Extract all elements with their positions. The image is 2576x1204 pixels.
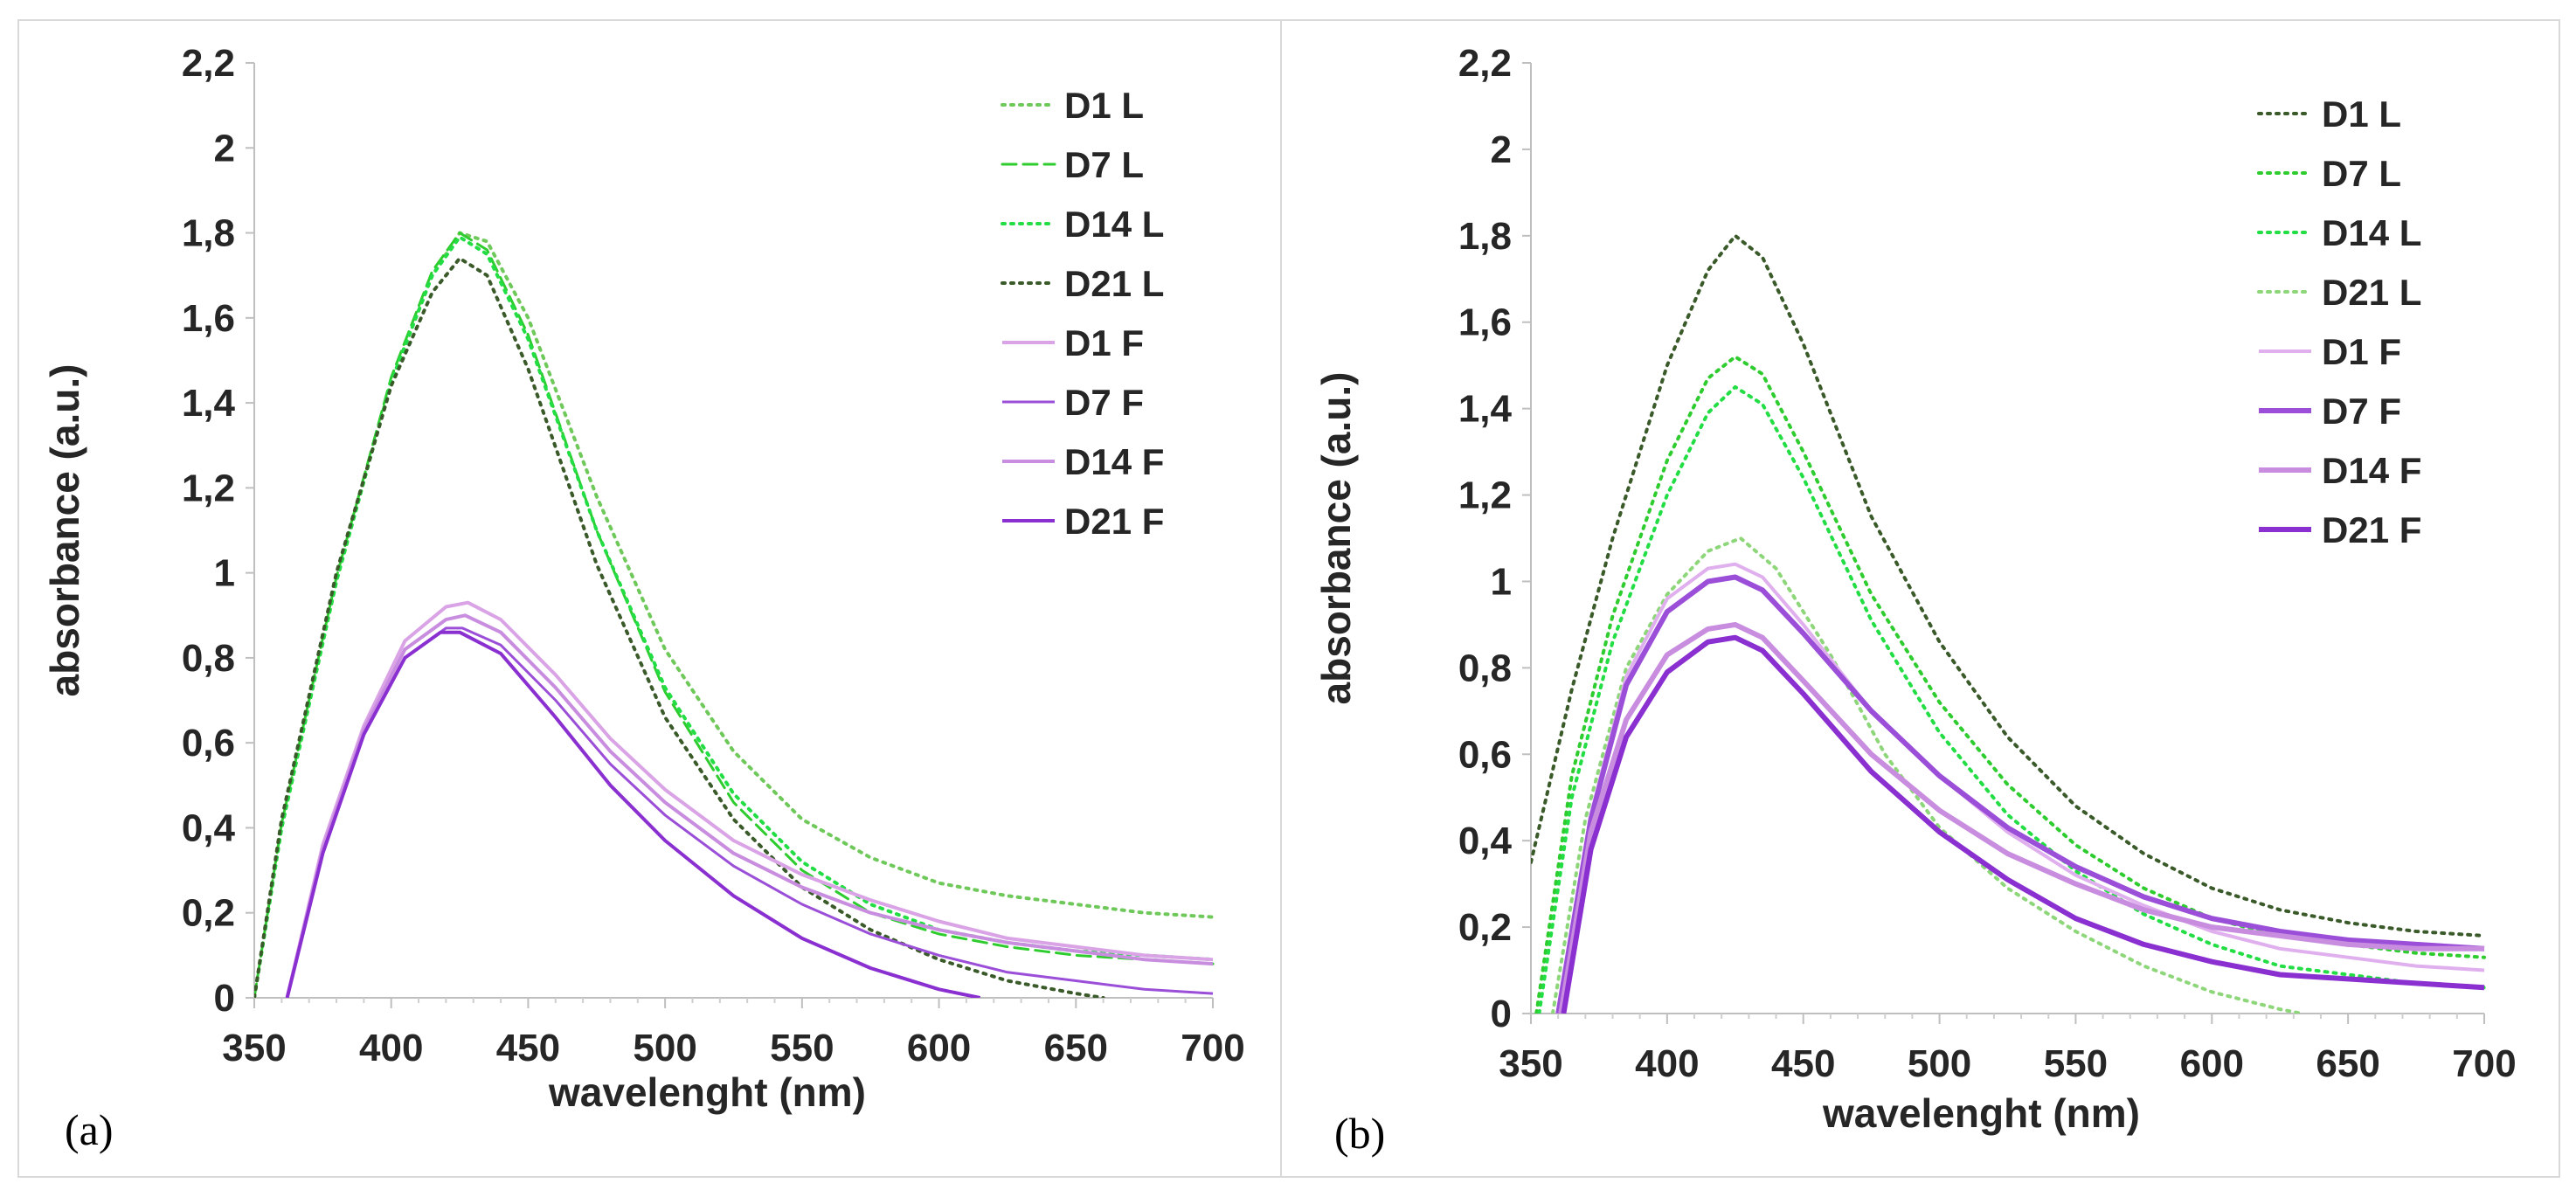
series-line-d21-f — [285, 630, 981, 998]
series-line-d7-f — [1555, 574, 2485, 1014]
x-tick-label: 600 — [907, 1027, 971, 1069]
y-tick-label: 1 — [1491, 560, 1512, 603]
legend-label: D14 F — [1064, 441, 1164, 482]
legend-label: D21 L — [2322, 272, 2421, 313]
legend-label: D21 F — [1064, 501, 1164, 542]
y-tick-label: 0,2 — [182, 892, 235, 935]
legend-label: D1 L — [1064, 85, 1144, 126]
y-tick-label: 2 — [1491, 128, 1512, 171]
legend-label: D21 F — [2322, 509, 2421, 550]
y-tick-label: 1,4 — [1458, 388, 1513, 431]
x-tick-label: 350 — [222, 1027, 286, 1069]
y-tick-label: 0,8 — [182, 637, 235, 680]
chart-panel-b: 0 0,2 0,4 0,6 0,8 1 1,2 1,4 1,6 1,8 2 2,2 350 400 450 5… — [1280, 19, 2560, 1178]
x-tick-label: 550 — [770, 1027, 834, 1069]
legend-label: D14 L — [2322, 212, 2421, 253]
x-tick-label: 450 — [496, 1027, 560, 1069]
series-line-d1-l — [1531, 233, 2486, 938]
x-tick-label: 500 — [1908, 1042, 1971, 1085]
y-tick-label: 1,4 — [182, 382, 236, 425]
legend-label: D7 F — [1064, 382, 1144, 423]
chart-b-svg: 0 0,2 0,4 0,6 0,8 1 1,2 1,4 1,6 1,8 2 2,2 350 400 450 5… — [1313, 42, 2517, 1158]
chart-panel-a: 0 0,2 0,4 0,6 0,8 1 1,2 1,4 1,6 1,8 2 2,2 350 400 450 5… — [17, 19, 1283, 1178]
x-tick-label: 650 — [2316, 1042, 2379, 1085]
y-tick-label: 1,8 — [182, 212, 235, 255]
legend-label: D14 F — [2322, 450, 2421, 491]
y-tick-label: 0,4 — [182, 806, 236, 849]
series-line-d1-f — [285, 600, 1214, 998]
x-tick-label: 550 — [2044, 1042, 2108, 1085]
y-tick-label: 1,6 — [1458, 301, 1512, 344]
x-tick-label: 400 — [1635, 1042, 1699, 1085]
y-tick-label: 1,2 — [182, 467, 235, 509]
series-line-d14-l — [1537, 384, 2486, 1014]
y-tick-label: 1,6 — [182, 297, 235, 340]
x-tick-label: 500 — [633, 1027, 696, 1069]
series-line-d21-l — [1550, 536, 2304, 1014]
x-axis-label: wavelenght (nm) — [548, 1069, 866, 1115]
legend-label: D14 L — [1064, 204, 1164, 245]
y-tick-label: 2,2 — [1458, 42, 1512, 85]
y-axis-label: absorbance (a.u.) — [42, 364, 87, 697]
y-tick-label: 0 — [1491, 993, 1512, 1035]
legend-label: D7 F — [2322, 391, 2401, 432]
x-tick-label: 700 — [1181, 1027, 1244, 1069]
y-tick-label: 0,6 — [182, 722, 235, 765]
y-tick-label: 2,2 — [182, 42, 235, 85]
series-line-d7-l — [254, 232, 1215, 998]
y-tick-label: 1,8 — [1458, 215, 1512, 258]
series-line-d14-f — [285, 613, 1214, 998]
chart-a-svg: 0 0,2 0,4 0,6 0,8 1 1,2 1,4 1,6 1,8 2 2,2 350 400 450 5… — [42, 42, 1245, 1154]
series-line-d7-f — [286, 626, 1214, 998]
x-tick-label: 650 — [1044, 1027, 1108, 1069]
legend-label: D1 L — [2322, 93, 2401, 135]
y-tick-label: 0,2 — [1458, 906, 1512, 949]
series-line-d14-f — [1558, 621, 2484, 1014]
legend-label: D7 L — [2322, 153, 2401, 194]
x-tick-label: 600 — [2180, 1042, 2244, 1085]
legend-label: D21 L — [1064, 263, 1164, 304]
y-axis-label: absorbance (a.u.) — [1313, 372, 1359, 705]
x-tick-label: 450 — [1771, 1042, 1835, 1085]
y-tick-label: 1,2 — [1458, 474, 1512, 517]
y-tick-label: 0,4 — [1458, 820, 1513, 862]
x-axis-label: wavelenght (nm) — [1822, 1090, 2140, 1136]
x-tick-label: 350 — [1499, 1042, 1562, 1085]
panel-label: (b) — [1334, 1109, 1385, 1158]
legend-label: D1 F — [2322, 331, 2401, 372]
y-tick-label: 0,8 — [1458, 647, 1512, 689]
y-tick-label: 2 — [214, 127, 235, 170]
y-tick-label: 1 — [214, 552, 235, 595]
panel-label: (a) — [65, 1105, 114, 1154]
series-line-d21-l — [254, 256, 1105, 998]
series-line-d21-f — [1561, 634, 2485, 1014]
y-tick-label: 0,6 — [1458, 733, 1512, 776]
x-tick-label: 700 — [2452, 1042, 2516, 1085]
x-tick-label: 400 — [359, 1027, 423, 1069]
y-tick-label: 0 — [214, 977, 235, 1020]
legend-label: D1 F — [1064, 322, 1144, 363]
legend-label: D7 L — [1064, 144, 1144, 185]
